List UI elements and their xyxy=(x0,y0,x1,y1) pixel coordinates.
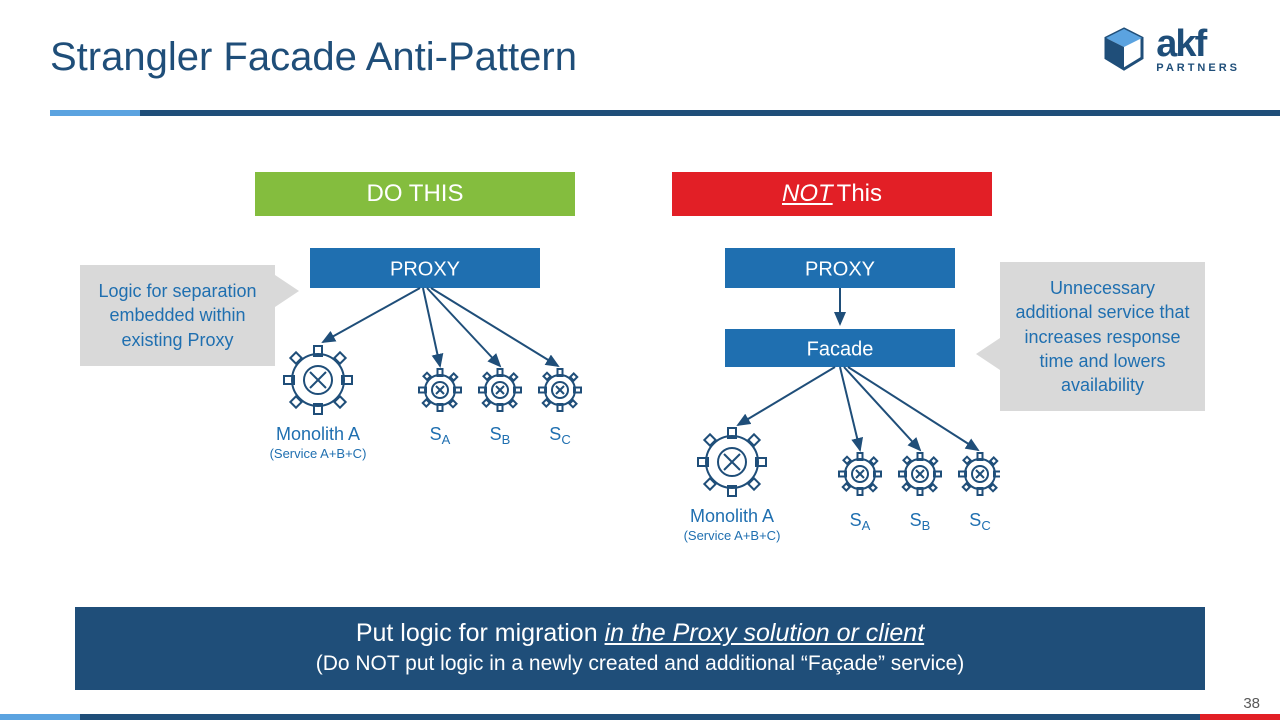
gear-icon xyxy=(419,369,461,411)
monolith-sublabel: (Service A+B+C) xyxy=(684,528,781,543)
footer-line1: Put logic for migration in the Proxy sol… xyxy=(95,619,1185,648)
logo-text-main: akf xyxy=(1156,25,1240,63)
diagram-do: PROXY Monolith A (Service A+B+C) SA SB S… xyxy=(255,230,595,490)
gear-icon xyxy=(899,453,941,495)
footer-line1-prefix: Put logic for migration xyxy=(356,619,605,647)
cube-icon xyxy=(1100,25,1148,73)
gear-icon xyxy=(839,453,881,495)
monolith-label: Monolith A xyxy=(276,424,360,444)
do-this-banner: DO THIS xyxy=(255,172,575,216)
facade-label: Facade xyxy=(807,338,874,360)
footer-box: Put logic for migration in the Proxy sol… xyxy=(75,607,1205,690)
sa-label: SA xyxy=(430,424,451,447)
gear-icon xyxy=(698,428,766,496)
sc-label: SC xyxy=(549,424,570,447)
page-number: 38 xyxy=(1243,695,1260,712)
slide-title: Strangler Facade Anti-Pattern xyxy=(50,35,577,80)
logo-text-sub: PARTNERS xyxy=(1156,63,1240,74)
callout-right: Unnecessary additional service that incr… xyxy=(1000,262,1205,411)
gear-icon xyxy=(479,369,521,411)
sc-label: SC xyxy=(969,510,990,533)
gear-icon xyxy=(284,346,352,414)
not-this-banner: NOT This xyxy=(672,172,992,216)
sb-label: SB xyxy=(490,424,511,447)
proxy-label: PROXY xyxy=(390,258,460,280)
gear-icon xyxy=(959,453,1000,495)
monolith-label: Monolith A xyxy=(690,506,774,526)
gear-icon xyxy=(539,369,581,411)
sb-label: SB xyxy=(910,510,931,533)
akf-logo: akf PARTNERS xyxy=(1100,25,1240,74)
sa-label: SA xyxy=(850,510,871,533)
proxy-label: PROXY xyxy=(805,258,875,280)
callout-left: Logic for separation embedded within exi… xyxy=(80,265,275,366)
not-this-suffix: This xyxy=(837,180,882,208)
footer-line1-em: in the Proxy solution or client xyxy=(605,619,925,647)
footer-line2: (Do NOT put logic in a newly created and… xyxy=(95,652,1185,676)
not-this-em: NOT xyxy=(782,180,833,208)
monolith-sublabel: (Service A+B+C) xyxy=(270,446,367,461)
title-divider xyxy=(50,110,1280,116)
bottom-accent xyxy=(0,714,1280,720)
diagram-not: PROXY Facade Monolith A (Service A+B+C) … xyxy=(660,230,1000,570)
